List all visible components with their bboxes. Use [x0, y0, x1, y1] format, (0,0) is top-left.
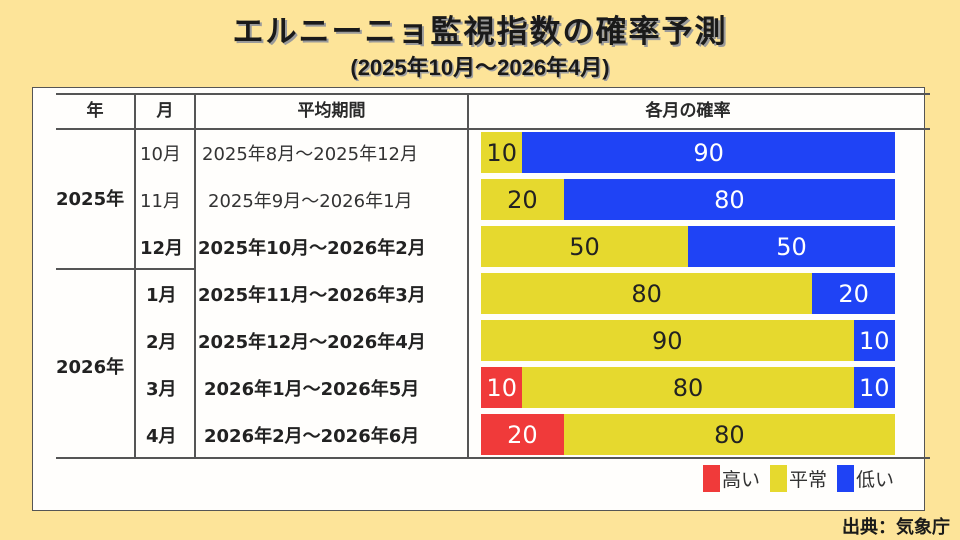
- header-year: 年: [86, 101, 104, 121]
- top-rule: [56, 93, 930, 95]
- header-month: 月: [156, 101, 174, 121]
- bar-segment-low: 10: [853, 320, 895, 361]
- legend-label-low: 低い: [855, 469, 894, 491]
- year-divider: [56, 268, 194, 270]
- period-cell: 2025年11月～2026年3月: [198, 285, 426, 306]
- period-cell: 2025年10月～2026年2月: [198, 238, 426, 259]
- probability-bar: 80 20: [481, 273, 895, 314]
- page-subtitle: (2025年10月～2026年4月): [350, 55, 610, 80]
- period-cell: 2025年9月～2026年1月: [208, 191, 413, 212]
- bar-segment-normal: 80: [522, 367, 854, 408]
- month-cell: 10月: [140, 144, 181, 165]
- legend-item-normal: 平常: [769, 465, 827, 492]
- probability-bar: 10 80 10: [481, 367, 895, 408]
- month-cell: 3月: [146, 379, 177, 400]
- bar-segment-normal: 10: [481, 132, 523, 173]
- bottom-rule: [56, 457, 930, 459]
- month-cell: 4月: [146, 426, 177, 447]
- bar-segment-low: 80: [563, 179, 895, 220]
- bar-segment-normal: 20: [481, 179, 564, 220]
- bar-segment-normal: 80: [563, 414, 895, 455]
- bar-segment-low: 50: [688, 226, 895, 267]
- bar-segment-low: 20: [812, 273, 895, 314]
- col-divider-year: [134, 93, 136, 459]
- source-credit: 出典：気象庁: [842, 517, 950, 538]
- probability-bar: 20 80: [481, 179, 895, 220]
- period-cell: 2025年12月～2026年4月: [198, 332, 426, 353]
- month-cell: 12月: [140, 238, 184, 259]
- legend-item-low: 低い: [836, 465, 894, 492]
- period-cell: 2026年1月～2026年5月: [204, 379, 420, 400]
- year-2025: 2025年: [56, 189, 125, 210]
- col-divider-month: [194, 93, 196, 459]
- page-title: エルニーニョ監視指数の確率予測: [232, 14, 728, 50]
- forecast-table-card: 年 月 平均期間 各月の確率 2025年 2026年 10月 2025年8月～2…: [32, 87, 930, 511]
- legend-label-normal: 平常: [788, 469, 827, 491]
- bar-segment-normal: 80: [481, 273, 813, 314]
- probability-bar: 90 10: [481, 320, 895, 361]
- month-cell: 2月: [146, 332, 177, 353]
- month-cell: 11月: [140, 191, 181, 212]
- bar-segment-high: 10: [481, 367, 523, 408]
- period-cell: 2026年2月～2026年6月: [204, 426, 420, 447]
- legend-item-high: 高い: [702, 465, 760, 492]
- high-swatch-icon: [702, 465, 720, 492]
- probability-bar: 20 80: [481, 414, 895, 455]
- bar-segment-high: 20: [481, 414, 564, 455]
- normal-swatch-icon: [769, 465, 787, 492]
- header-probability: 各月の確率: [645, 101, 731, 121]
- legend-label-high: 高い: [721, 469, 760, 491]
- year-2026: 2026年: [56, 357, 125, 378]
- bar-segment-normal: 50: [481, 226, 688, 267]
- probability-bar: 50 50: [481, 226, 895, 267]
- header-period: 平均期間: [297, 101, 366, 121]
- header-rule: [56, 128, 930, 130]
- probability-bar: 10 90: [481, 132, 895, 173]
- bar-segment-low: 90: [522, 132, 895, 173]
- bar-segment-low: 10: [853, 367, 895, 408]
- low-swatch-icon: [836, 465, 854, 492]
- month-cell: 1月: [146, 285, 177, 306]
- bar-segment-normal: 90: [481, 320, 854, 361]
- period-cell: 2025年8月～2025年12月: [202, 144, 418, 165]
- legend: 高い 平常 低い: [702, 465, 894, 492]
- col-divider-period: [467, 93, 469, 459]
